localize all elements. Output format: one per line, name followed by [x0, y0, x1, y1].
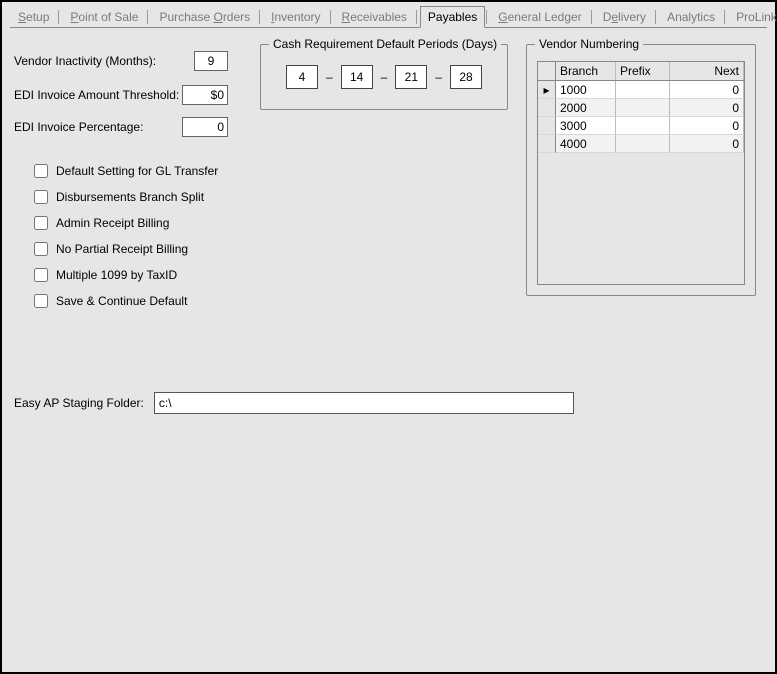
cash-requirement-group: Cash Requirement Default Periods (Days) … — [260, 44, 508, 110]
staging-folder-label: Easy AP Staging Folder: — [14, 396, 144, 410]
tab-purchase-orders[interactable]: Purchase Orders — [151, 6, 258, 27]
checkbox-save-continue-default[interactable]: Save & Continue Default — [34, 294, 218, 308]
dash-separator: – — [326, 70, 333, 84]
checkbox-input[interactable] — [34, 164, 48, 178]
checkbox-input[interactable] — [34, 216, 48, 230]
cash-requirement-legend: Cash Requirement Default Periods (Days) — [269, 37, 501, 51]
vendor-numbering-table[interactable]: Branch Prefix Next ▸1000 0 2000 0 3000 0 4000 0 — [537, 61, 745, 285]
cash-period-1[interactable]: 4 — [286, 65, 318, 89]
cell-prefix[interactable] — [616, 81, 670, 99]
cell-next[interactable]: 0 — [670, 99, 744, 117]
cell-next[interactable]: 0 — [670, 117, 744, 135]
tab-inventory[interactable]: Inventory — [263, 6, 328, 27]
vendor-table-header: Branch Prefix Next — [538, 62, 744, 81]
checkbox-admin-receipt-billing[interactable]: Admin Receipt Billing — [34, 216, 218, 230]
cash-period-4[interactable]: 28 — [450, 65, 482, 89]
cell-branch[interactable]: 4000 — [556, 135, 616, 153]
tab-bar: SetupPoint of SalePurchase OrdersInvento… — [10, 6, 767, 28]
tab-setup[interactable]: Setup — [10, 6, 57, 27]
checkbox-label: Default Setting for GL Transfer — [56, 164, 218, 178]
table-row[interactable]: 3000 0 — [538, 117, 744, 135]
cell-branch[interactable]: 2000 — [556, 99, 616, 117]
cash-period-3[interactable]: 21 — [395, 65, 427, 89]
vendor-table-fill — [538, 153, 744, 284]
options-checklist: Default Setting for GL Transfer Disbursem… — [34, 164, 218, 308]
row-selector[interactable] — [538, 117, 556, 135]
vendor-inactivity-label: Vendor Inactivity (Months): — [14, 54, 156, 68]
vendor-table-body: ▸1000 0 2000 0 3000 0 4000 0 — [538, 81, 744, 153]
cash-requirement-values: 4–14–21–28 — [261, 45, 507, 109]
checkbox-input[interactable] — [34, 242, 48, 256]
row-selector[interactable] — [538, 99, 556, 117]
tab-general-ledger[interactable]: General Ledger — [490, 6, 589, 27]
cell-next[interactable]: 0 — [670, 135, 744, 153]
dash-separator: – — [435, 70, 442, 84]
checkbox-label: Save & Continue Default — [56, 294, 187, 308]
dash-separator: – — [381, 70, 388, 84]
checkbox-input[interactable] — [34, 268, 48, 282]
row-selector[interactable]: ▸ — [538, 81, 556, 99]
checkbox-disbursements-branch-split[interactable]: Disbursements Branch Split — [34, 190, 218, 204]
col-branch[interactable]: Branch — [556, 62, 616, 80]
cell-prefix[interactable] — [616, 135, 670, 153]
checkbox-default-setting-for-gl-transfer[interactable]: Default Setting for GL Transfer — [34, 164, 218, 178]
staging-folder-row: Easy AP Staging Folder: — [14, 392, 574, 414]
row-selector[interactable] — [538, 135, 556, 153]
col-prefix[interactable]: Prefix — [616, 62, 670, 80]
table-row[interactable]: 2000 0 — [538, 99, 744, 117]
tab-prolink[interactable]: ProLink — [728, 6, 777, 27]
table-row[interactable]: ▸1000 0 — [538, 81, 744, 99]
edi-percentage-label: EDI Invoice Percentage: — [14, 120, 143, 134]
edi-threshold-label: EDI Invoice Amount Threshold: — [14, 88, 179, 102]
vendor-numbering-legend: Vendor Numbering — [535, 37, 643, 51]
checkbox-multiple-1099-by-taxid[interactable]: Multiple 1099 by TaxID — [34, 268, 218, 282]
checkbox-input[interactable] — [34, 190, 48, 204]
checkbox-label: Disbursements Branch Split — [56, 190, 204, 204]
edi-threshold-input[interactable] — [182, 85, 228, 105]
checkbox-no-partial-receipt-billing[interactable]: No Partial Receipt Billing — [34, 242, 218, 256]
checkbox-input[interactable] — [34, 294, 48, 308]
cash-period-2[interactable]: 14 — [341, 65, 373, 89]
tab-payables[interactable]: Payables — [420, 6, 485, 28]
checkbox-label: Admin Receipt Billing — [56, 216, 169, 230]
vendor-inactivity-input[interactable] — [194, 51, 228, 71]
tab-point-of-sale[interactable]: Point of Sale — [62, 6, 146, 27]
edi-percentage-input[interactable] — [182, 117, 228, 137]
vendor-numbering-group: Vendor Numbering Branch Prefix Next ▸100… — [526, 44, 756, 296]
payables-panel: Vendor Inactivity (Months): EDI Invoice … — [14, 36, 763, 662]
cell-prefix[interactable] — [616, 117, 670, 135]
cell-branch[interactable]: 3000 — [556, 117, 616, 135]
cell-branch[interactable]: 1000 — [556, 81, 616, 99]
checkbox-label: Multiple 1099 by TaxID — [56, 268, 177, 282]
col-next[interactable]: Next — [670, 62, 744, 80]
cell-next[interactable]: 0 — [670, 81, 744, 99]
settings-window: SetupPoint of SalePurchase OrdersInvento… — [0, 0, 777, 674]
tab-analytics[interactable]: Analytics — [659, 6, 723, 27]
table-row[interactable]: 4000 0 — [538, 135, 744, 153]
cell-prefix[interactable] — [616, 99, 670, 117]
tab-receivables[interactable]: Receivables — [334, 6, 415, 27]
staging-folder-input[interactable] — [154, 392, 574, 414]
tab-delivery[interactable]: Delivery — [595, 6, 654, 27]
checkbox-label: No Partial Receipt Billing — [56, 242, 188, 256]
